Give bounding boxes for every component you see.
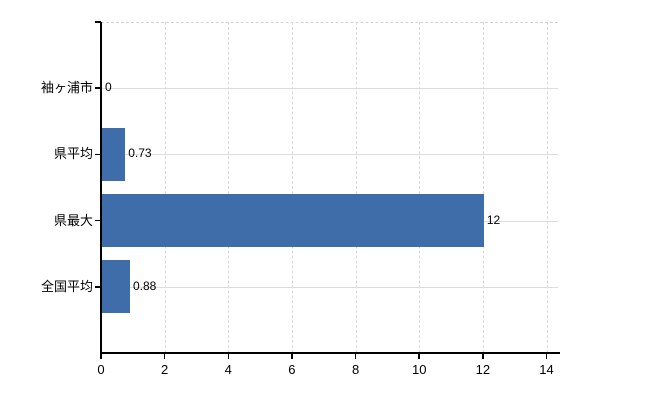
x-tick-label: 14 [539,362,554,377]
gridline-vertical [546,22,548,353]
x-axis-tick [354,353,357,359]
bar-value-label: 12 [486,212,501,227]
y-axis-tick [95,286,101,288]
gridline-horizontal [101,286,558,288]
x-axis-line [101,352,560,354]
x-axis-tick [482,353,484,359]
gridline-horizontal [101,154,558,156]
x-axis-tick [418,353,420,359]
category-label: 袖ヶ浦市 [40,80,93,96]
bar-value-label: 0.88 [133,278,157,293]
gridline-vertical [291,22,293,353]
gridline-vertical [355,22,357,353]
x-axis-tick [100,353,102,359]
x-tick-label: 10 [411,362,427,377]
x-axis-tick [227,353,230,359]
y-axis-tick [95,219,101,222]
x-tick-label: 8 [351,362,360,377]
bar-value-label: 0 [105,80,112,95]
x-tick-label: 4 [224,362,232,377]
category-label: 県平均 [53,146,93,162]
bar [102,127,126,181]
y-axis-tick [95,153,101,156]
x-tick-label: 0 [97,362,105,377]
gridline-vertical [419,22,421,353]
bar [102,194,484,248]
bar-value-label: 0.73 [128,146,152,161]
y-axis-line [100,22,102,353]
gridline-vertical [228,22,230,353]
x-axis-tick [291,353,293,359]
gridline-horizontal [101,88,558,90]
y-axis-tick [95,87,101,89]
x-axis-tick [163,353,166,359]
bar [102,260,130,314]
gridline-vertical [164,22,166,353]
x-tick-label: 12 [475,362,491,377]
category-label: 県最大 [53,212,93,228]
x-tick-label: 2 [161,362,169,377]
y-axis-top-tick [95,21,101,23]
category-label: 全国平均 [40,278,93,294]
gridline-vertical [482,22,484,353]
gridline-top-boundary [101,22,558,23]
x-axis-tick [545,353,548,359]
x-tick-label: 6 [288,362,296,377]
